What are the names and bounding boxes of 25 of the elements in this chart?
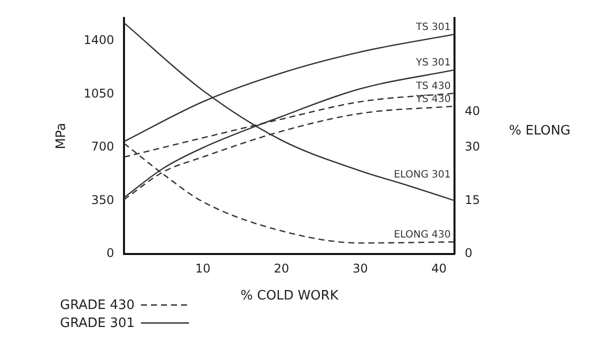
- y-tick-label: 1400: [84, 32, 114, 47]
- y-tick-label: 700: [91, 140, 114, 154]
- y-tick-label: 350: [91, 192, 114, 207]
- x-tick-label: 30: [352, 261, 368, 276]
- series-label: YS 430: [414, 94, 451, 105]
- text: GRADE 430: [60, 298, 135, 312]
- series-label: TS 301: [414, 22, 451, 33]
- y-tick-label: 0: [106, 246, 114, 260]
- y-tick-label: 1050: [84, 86, 114, 100]
- y2-tick-label: 30: [464, 140, 480, 154]
- x-tick-label: 40: [431, 261, 447, 276]
- x-tick-label: 10: [195, 261, 210, 276]
- line-series: [124, 22, 455, 202]
- y2-tick-label: 0: [464, 246, 472, 260]
- series-label: ELONG 430: [394, 230, 451, 241]
- x-tick-label: 20: [274, 261, 290, 276]
- y2-tick-label: 15: [464, 192, 480, 207]
- series-label: YS 301: [414, 58, 451, 69]
- series-label: ELONG 301: [394, 169, 451, 180]
- y2-tick-label: 40: [464, 104, 480, 118]
- y2-axis-title: % ELONG: [508, 123, 570, 138]
- x-axis-title: % COLD WORK: [240, 288, 339, 304]
- y-axis-title: MPa: [54, 122, 70, 150]
- text: GRADE 301: [60, 316, 135, 330]
- series-label: TS 430: [414, 80, 451, 92]
